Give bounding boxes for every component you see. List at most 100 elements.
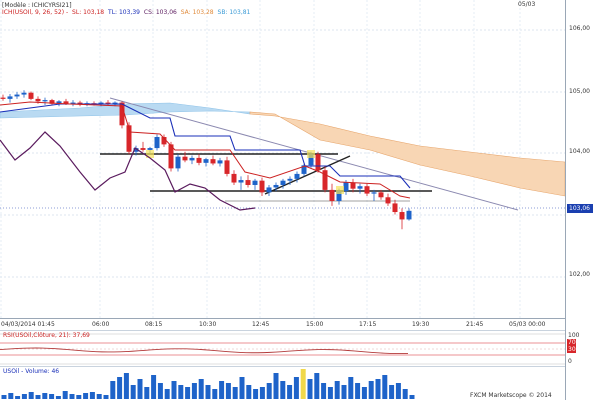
volume-bar [69, 394, 75, 399]
volume-bar [76, 395, 82, 399]
candle-body [189, 157, 195, 161]
time-label: 04/03/2014 01:45 [1, 321, 55, 328]
candle-body [273, 184, 279, 188]
highlight-marker [336, 186, 344, 194]
rsi-level-70-marker: 70 [567, 339, 576, 346]
candle-body [14, 94, 20, 97]
volume-bar [123, 373, 129, 399]
candle-body [126, 125, 132, 152]
rsi-level: 30 [568, 346, 576, 353]
candle-body [196, 157, 202, 163]
candle-body [238, 180, 244, 183]
volume-canvas[interactable] [0, 367, 565, 401]
ichimoku-cloud [0, 102, 566, 197]
volume-bar [280, 381, 286, 399]
volume-bar [219, 381, 225, 399]
candle-body [112, 102, 118, 104]
rsi-level-30-marker: 30 [567, 346, 576, 353]
candle-body [350, 182, 356, 189]
volume-bar [205, 385, 211, 399]
ichimoku-sl-value: SL: 103,18 [72, 9, 105, 16]
top-date-label: 05/03 [518, 1, 536, 8]
candle-body [336, 191, 342, 201]
volume-bar [253, 389, 259, 399]
ascending-trendline [264, 155, 351, 195]
volume-bar [191, 383, 197, 399]
rsi-line [0, 347, 409, 354]
volume-bar [164, 389, 170, 399]
volume-label: USOil - Volume: 46 [3, 368, 60, 375]
highlight-marker [146, 150, 154, 158]
volume-bar [8, 393, 14, 399]
volume-bar [28, 392, 34, 399]
ichimoku-sa-value: SA: 103,28 [180, 9, 214, 16]
ichimoku-tl-value: TL: 103,39 [108, 9, 140, 16]
volume-bar [55, 396, 61, 399]
rsi-level: 100 [568, 332, 580, 339]
candle-body [49, 100, 55, 104]
volume-bar [42, 393, 48, 399]
volume-bar [239, 377, 245, 399]
candle-body [161, 137, 167, 145]
time-label: 08:15 [145, 321, 163, 328]
rsi-level: 0 [568, 358, 572, 365]
volume-bar [389, 385, 395, 399]
current-price-label: 103,06 [569, 205, 590, 212]
candle-body [259, 180, 265, 193]
candle-body [287, 178, 293, 181]
volume-bar [21, 394, 27, 399]
volume-bar [287, 385, 293, 399]
candle-body [294, 173, 300, 179]
time-label: 15:00 [306, 321, 324, 328]
time-label: 06:00 [92, 321, 110, 328]
volume-bar [293, 377, 299, 399]
volume-bar [300, 369, 306, 399]
volume-bar [314, 373, 320, 399]
time-label: 17:15 [359, 321, 377, 328]
candle-body [154, 137, 160, 149]
candle-body [224, 160, 230, 174]
volume-bar [157, 383, 163, 399]
candle-body [182, 156, 188, 161]
candle-body [0, 97, 6, 99]
candle-body [392, 203, 398, 213]
volume-bar [178, 385, 184, 399]
ichimoku-label: ICH(USOIl, 9, 26, 52) - [2, 9, 69, 16]
rsi-label: RSI(USOil,Clôture, 21): 37,69 [3, 332, 90, 339]
volume-bar [348, 377, 354, 399]
candle-body [322, 170, 328, 190]
candle-body [266, 187, 272, 193]
volume-bar [35, 395, 41, 399]
price-axis[interactable]: 106,00 105,00 104,00 102,00 103,06 100 7… [565, 0, 594, 400]
chikou-span-line [0, 131, 256, 211]
volume-pane[interactable]: USOil - Volume: 46 FXCM Marketscope © 20… [0, 366, 565, 401]
price-chart-canvas[interactable] [0, 0, 566, 318]
rsi-canvas[interactable] [0, 331, 565, 367]
volume-bar [375, 379, 381, 399]
volume-bar [212, 389, 218, 399]
volume-bar [130, 385, 136, 399]
volume-bar [402, 389, 408, 399]
ichimoku-cs-value: CS: 103,06 [143, 9, 177, 16]
volume-bar [103, 395, 109, 399]
volume-bar [49, 394, 55, 399]
volume-bar [198, 379, 204, 399]
price-tick: 104,00 [569, 148, 590, 155]
candle-body [63, 101, 69, 104]
candle-body [399, 212, 405, 220]
volume-bar [368, 381, 374, 399]
candle-body [119, 102, 125, 126]
volume-bar [409, 395, 415, 399]
candle-body [371, 192, 377, 194]
rsi-pane[interactable]: RSI(USOil,Clôture, 21): 37,69 [0, 330, 565, 367]
highlight-marker [307, 150, 315, 158]
volume-bar [327, 387, 333, 399]
volume-bar [62, 391, 68, 399]
candle-body [133, 148, 139, 152]
time-label: 19:30 [412, 321, 430, 328]
price-chart-pane[interactable]: [Modèle : ICHICYRSI21] ICH(USOIl, 9, 26,… [0, 0, 566, 318]
volume-bar [89, 392, 95, 399]
candle-body [21, 92, 27, 95]
price-tick: 102,00 [569, 271, 590, 278]
volume-bar [144, 387, 150, 399]
